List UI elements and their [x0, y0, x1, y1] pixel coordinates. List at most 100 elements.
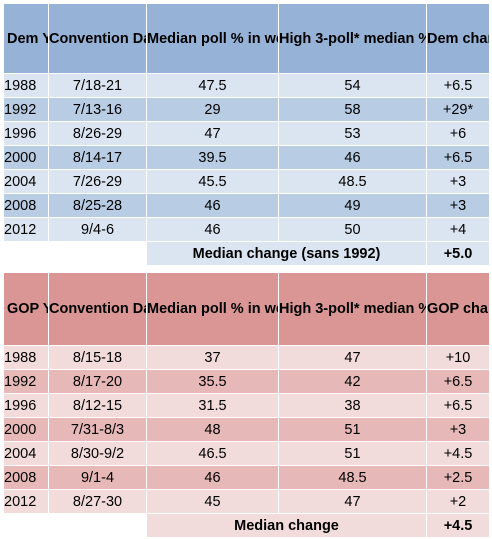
dem-dates-cell: 7/18-21	[48, 73, 147, 98]
dem-change-cell: +6.5	[426, 145, 490, 170]
dem-year-header: Dem Year	[3, 3, 49, 74]
gop-before-poll-cell: 31.5	[146, 393, 279, 418]
gop-dates-cell: 7/31-8/3	[48, 417, 147, 442]
gop-change-header: GOP change	[426, 272, 490, 346]
gop-table-row: 1988 8/15-18 37 47 +10	[3, 345, 490, 370]
dem-before-poll-cell: 46	[146, 217, 279, 242]
gop-before-poll-cell: 46.5	[146, 441, 279, 466]
gop-year-cell: 1988	[3, 345, 49, 370]
gop-dates-cell: 8/30-9/2	[48, 441, 147, 466]
dem-dates-cell: 8/25-28	[48, 193, 147, 218]
gop-dates-cell: 8/15-18	[48, 345, 147, 370]
gop-year-cell: 2012	[3, 489, 49, 514]
gop-after-poll-cell: 42	[278, 369, 427, 394]
dem-before-poll-cell: 47.5	[146, 73, 279, 98]
dem-year-cell: 2004	[3, 169, 49, 194]
dem-table-row: 1988 7/18-21 47.5 54 +6.5	[3, 73, 490, 98]
dem-year-cell: 1988	[3, 73, 49, 98]
dem-after-poll-cell: 54	[278, 73, 427, 98]
dem-dates-cell: 7/13-16	[48, 97, 147, 122]
dem-before-header: Median poll % in week before convention	[146, 3, 279, 74]
dem-year-cell: 2012	[3, 217, 49, 242]
gop-median-change-value: +4.5	[426, 513, 490, 538]
gop-after-poll-cell: 47	[278, 345, 427, 370]
dem-after-poll-cell: 53	[278, 121, 427, 146]
gop-year-cell: 2008	[3, 465, 49, 490]
dem-year-cell: 1992	[3, 97, 49, 122]
gop-year-header: GOP Year	[3, 272, 49, 346]
gop-dates-header: Convention Dates	[48, 272, 147, 346]
dem-year-cell: 1996	[3, 121, 49, 146]
dem-before-poll-cell: 29	[146, 97, 279, 122]
dem-convention-table: Dem Year Convention Dates Median poll % …	[3, 3, 490, 266]
dem-table-row: 2008 8/25-28 46 49 +3	[3, 193, 490, 218]
dem-change-cell: +6.5	[426, 73, 490, 98]
dem-year-cell: 2000	[3, 145, 49, 170]
dem-dates-cell: 8/26-29	[48, 121, 147, 146]
gop-before-poll-cell: 35.5	[146, 369, 279, 394]
gop-before-poll-cell: 37	[146, 345, 279, 370]
gop-table-row: 2012 8/27-30 45 47 +2	[3, 489, 490, 514]
dem-change-cell: +3	[426, 169, 490, 194]
gop-after-poll-cell: 38	[278, 393, 427, 418]
gop-year-cell: 1992	[3, 369, 49, 394]
gop-table-row: 2008 9/1-4 46 48.5 +2.5	[3, 465, 490, 490]
gop-change-cell: +2.5	[426, 465, 490, 490]
gop-table-row: 1996 8/12-15 31.5 38 +6.5	[3, 393, 490, 418]
gop-dates-cell: 9/1-4	[48, 465, 147, 490]
gop-table-row: 2004 8/30-9/2 46.5 51 +4.5	[3, 441, 490, 466]
gop-after-poll-cell: 51	[278, 441, 427, 466]
dem-change-cell: +4	[426, 217, 490, 242]
dem-median-change-label: Median change (sans 1992)	[146, 241, 427, 266]
dem-after-poll-cell: 48.5	[278, 169, 427, 194]
gop-year-cell: 2004	[3, 441, 49, 466]
gop-change-cell: +4.5	[426, 441, 490, 466]
gop-before-poll-cell: 46	[146, 465, 279, 490]
dem-before-poll-cell: 45.5	[146, 169, 279, 194]
dem-table-row: 1996 8/26-29 47 53 +6	[3, 121, 490, 146]
gop-after-header: High 3-poll* median % in week after conv…	[278, 272, 427, 346]
dem-before-poll-cell: 47	[146, 121, 279, 146]
dem-header-row: Dem Year Convention Dates Median poll % …	[3, 3, 490, 74]
gop-table-row: 2000 7/31-8/3 48 51 +3	[3, 417, 490, 442]
gop-header-row: GOP Year Convention Dates Median poll % …	[3, 272, 490, 346]
gop-table-row: 1992 8/17-20 35.5 42 +6.5	[3, 369, 490, 394]
dem-table-row: 1992 7/13-16 29 58 +29*	[3, 97, 490, 122]
gop-change-cell: +3	[426, 417, 490, 442]
dem-dates-cell: 7/26-29	[48, 169, 147, 194]
dem-dates-cell: 9/4-6	[48, 217, 147, 242]
dem-dates-header: Convention Dates	[48, 3, 147, 74]
dem-after-poll-cell: 58	[278, 97, 427, 122]
dem-change-cell: +29*	[426, 97, 490, 122]
dem-table-row: 2000 8/14-17 39.5 46 +6.5	[3, 145, 490, 170]
dem-year-cell: 2008	[3, 193, 49, 218]
gop-year-cell: 1996	[3, 393, 49, 418]
dem-table-row: 2004 7/26-29 45.5 48.5 +3	[3, 169, 490, 194]
dem-change-cell: +6	[426, 121, 490, 146]
dem-after-poll-cell: 46	[278, 145, 427, 170]
gop-dates-cell: 8/17-20	[48, 369, 147, 394]
dem-after-header: High 3-poll* median % in week after conv…	[278, 3, 427, 74]
dem-dates-cell: 8/14-17	[48, 145, 147, 170]
dem-median-change-value: +5.0	[426, 241, 490, 266]
gop-convention-table: GOP Year Convention Dates Median poll % …	[3, 272, 490, 538]
gop-year-cell: 2000	[3, 417, 49, 442]
gop-median-change-label: Median change	[146, 513, 427, 538]
gop-before-poll-cell: 48	[146, 417, 279, 442]
gop-after-poll-cell: 47	[278, 489, 427, 514]
gop-after-poll-cell: 48.5	[278, 465, 427, 490]
dem-change-header: Dem change	[426, 3, 490, 74]
dem-change-cell: +3	[426, 193, 490, 218]
dem-after-poll-cell: 50	[278, 217, 427, 242]
dem-table-row: 2012 9/4-6 46 50 +4	[3, 217, 490, 242]
dem-summary-row: Median change (sans 1992) +5.0	[3, 241, 490, 266]
gop-dates-cell: 8/27-30	[48, 489, 147, 514]
gop-after-poll-cell: 51	[278, 417, 427, 442]
dem-before-poll-cell: 39.5	[146, 145, 279, 170]
dem-after-poll-cell: 49	[278, 193, 427, 218]
gop-dates-cell: 8/12-15	[48, 393, 147, 418]
gop-before-header: Median poll % in week before convention	[146, 272, 279, 346]
gop-change-cell: +6.5	[426, 369, 490, 394]
gop-before-poll-cell: 45	[146, 489, 279, 514]
